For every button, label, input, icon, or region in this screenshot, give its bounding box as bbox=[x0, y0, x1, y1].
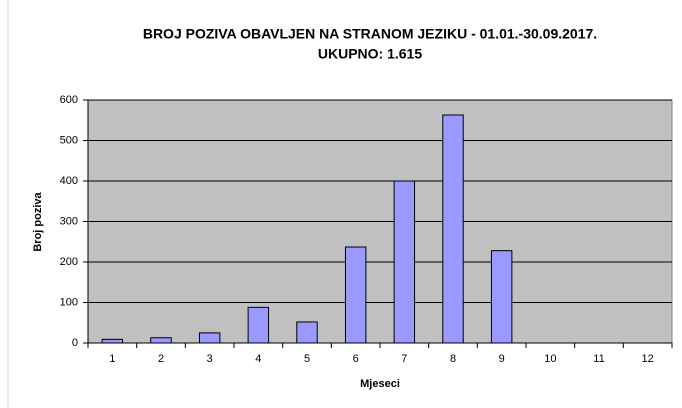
x-tick-label: 4 bbox=[255, 353, 261, 365]
y-tick-label: 400 bbox=[60, 175, 78, 187]
x-tick-label: 11 bbox=[593, 353, 604, 365]
chart-subtitle: UKUPNO: 1.615 bbox=[318, 46, 422, 62]
bar bbox=[442, 114, 464, 344]
x-tick-label: 5 bbox=[304, 353, 310, 365]
bar bbox=[247, 306, 270, 344]
x-tick-label: 1 bbox=[109, 353, 115, 365]
bar bbox=[490, 250, 513, 344]
x-tick-label: 12 bbox=[642, 353, 654, 365]
y-tick-label: 600 bbox=[60, 94, 78, 106]
bar bbox=[344, 246, 367, 344]
bar bbox=[101, 338, 124, 344]
x-tick-label: 8 bbox=[450, 353, 456, 365]
x-tick-label: 2 bbox=[158, 353, 164, 365]
x-tick-label: 10 bbox=[544, 353, 556, 365]
bar bbox=[296, 321, 318, 344]
chart-title: BROJ POZIVA OBAVLJEN NA STRANOM JEZIKU -… bbox=[143, 26, 597, 42]
y-tick-label: 200 bbox=[60, 256, 78, 268]
bar bbox=[150, 337, 172, 344]
x-tick-label: 9 bbox=[499, 353, 505, 365]
y-axis-label: Broj poziva bbox=[32, 191, 44, 251]
x-tick-label: 3 bbox=[207, 353, 213, 365]
y-tick-label: 0 bbox=[72, 337, 78, 349]
y-tick-label: 500 bbox=[60, 134, 78, 146]
y-tick-label: 300 bbox=[60, 215, 78, 227]
x-tick-label: 7 bbox=[401, 353, 407, 365]
bar bbox=[198, 332, 221, 344]
bar bbox=[393, 180, 416, 344]
x-tick-label: 6 bbox=[353, 353, 359, 365]
y-tick-label: 100 bbox=[60, 296, 78, 308]
x-axis-label: Mjeseci bbox=[360, 378, 400, 390]
